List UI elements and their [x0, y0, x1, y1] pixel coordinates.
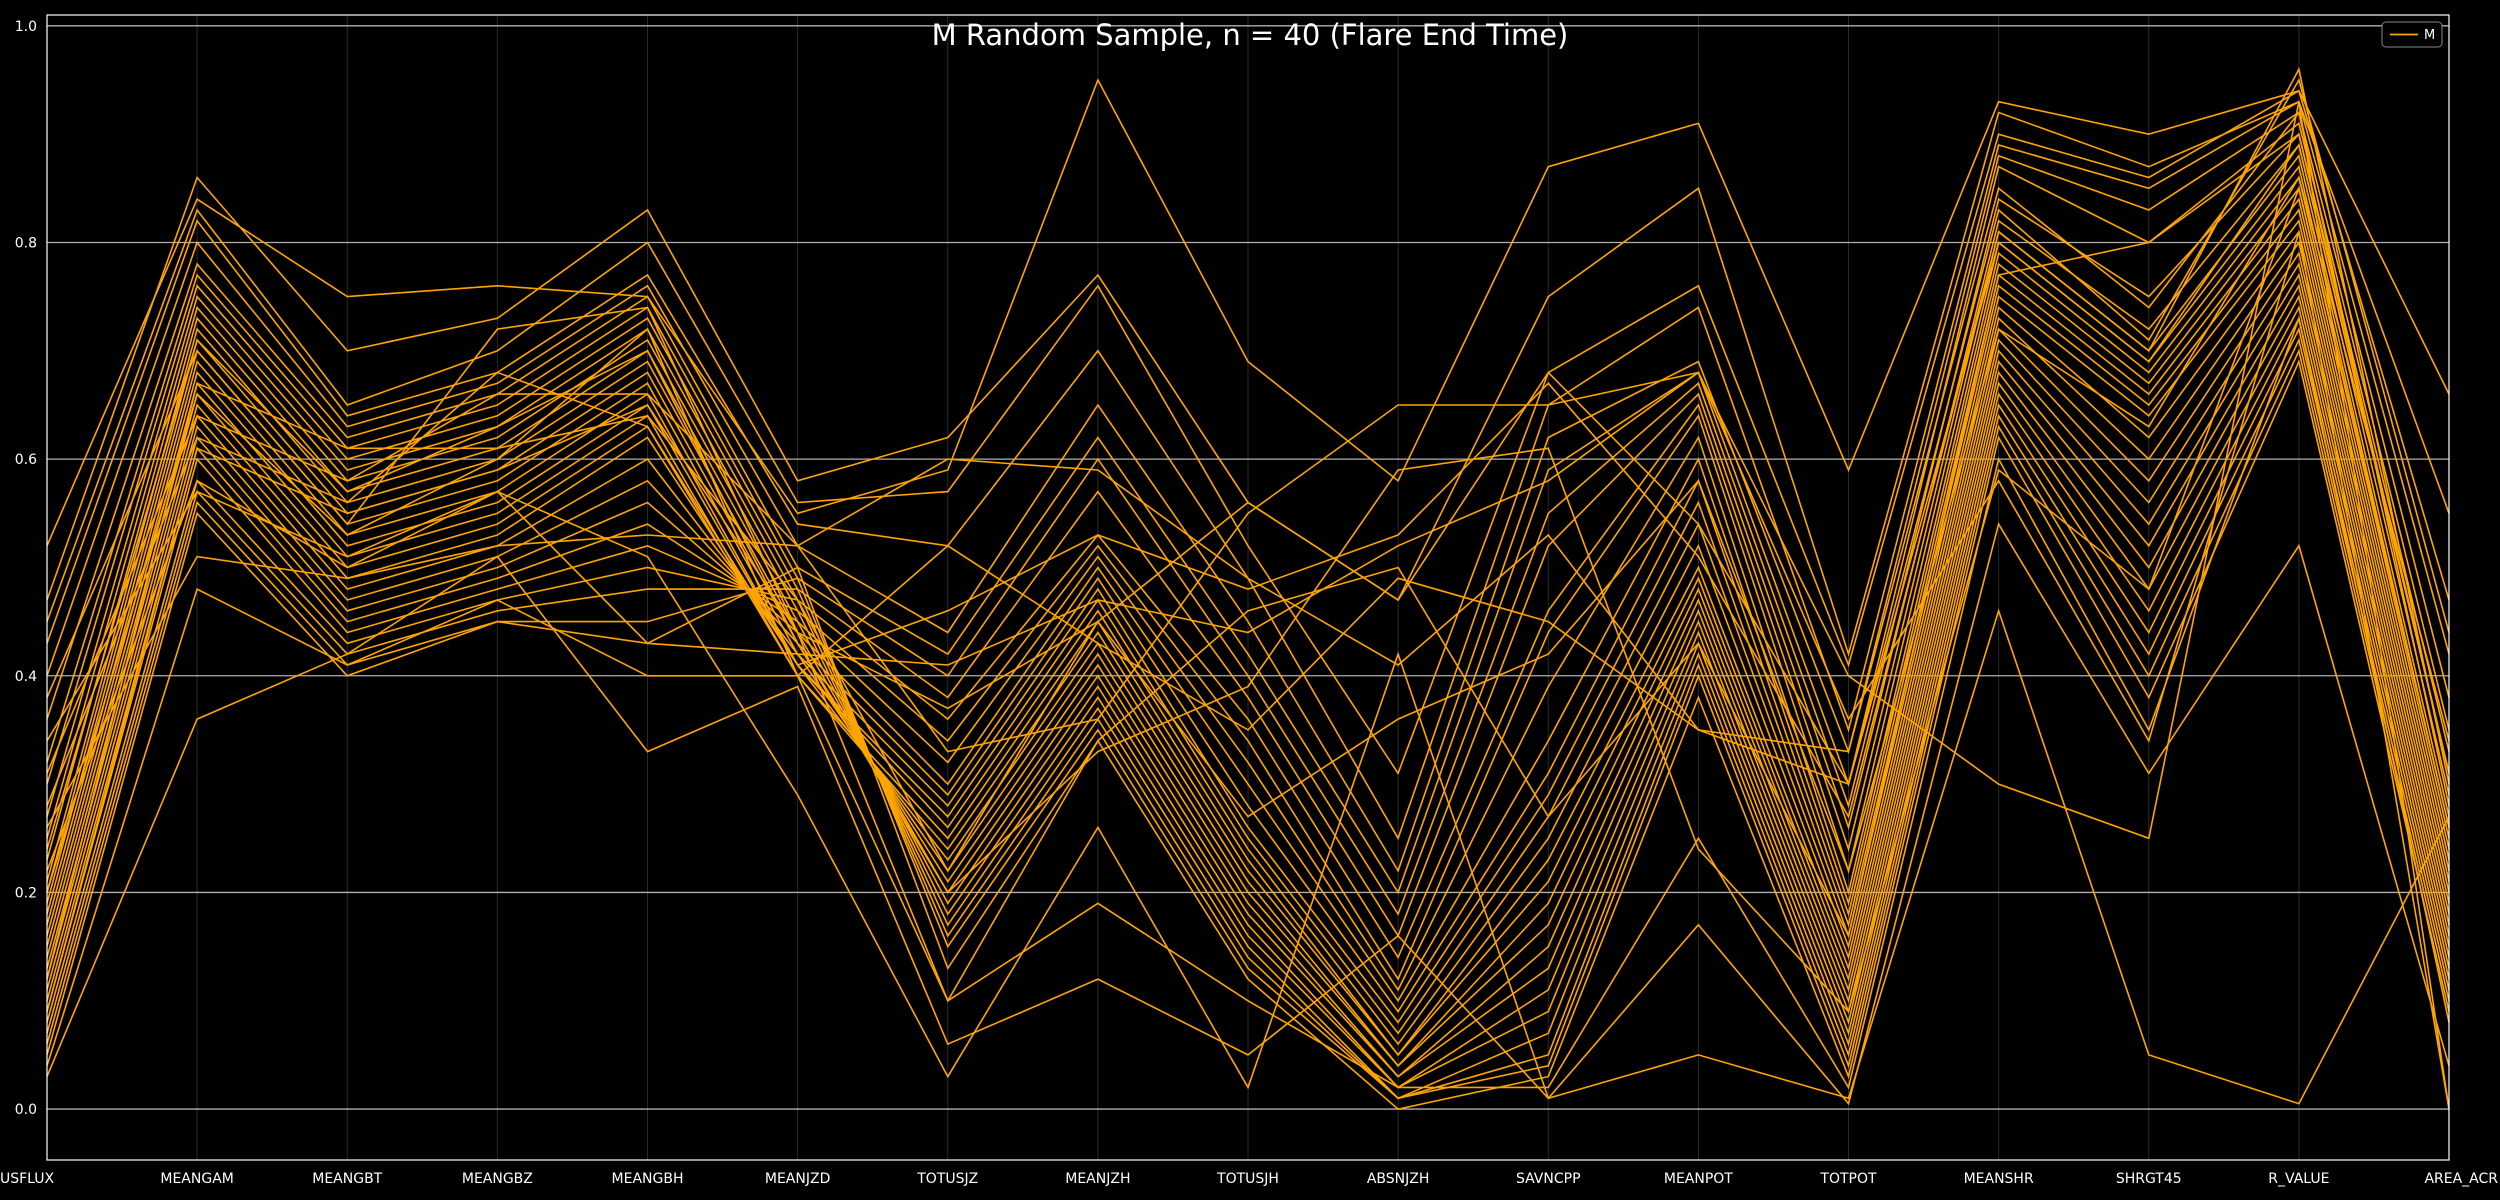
x-axis-label: SHRGT45 [2116, 1171, 2182, 1187]
x-axis-label: SAVNCPP [1516, 1171, 1581, 1187]
series-line [46, 315, 2450, 1089]
series-line [46, 251, 2450, 1057]
series-line [46, 522, 2450, 1106]
series-line [46, 240, 2450, 1057]
x-axis-labels: USFLUX MEANGAM MEANGBT MEANGBZ MEANGBH MEANJZ… [0, 1171, 2498, 1187]
y-tick-label: 1.0 [15, 19, 37, 35]
x-axis-label: MEANGBZ [462, 1171, 533, 1187]
legend-label: M [2424, 28, 2435, 43]
grid-layer [46, 15, 2450, 1160]
series-line [46, 479, 2450, 1105]
series-line [46, 111, 2450, 873]
x-axis-label: AREA_ACR [2424, 1171, 2498, 1187]
x-axis-label: MEANPOT [1664, 1171, 1733, 1187]
y-tick-label: 0.0 [15, 1102, 37, 1118]
series-line [46, 305, 2450, 1089]
series-line [46, 143, 2450, 938]
series-line [46, 186, 2450, 1003]
y-tick-labels: 0.0 0.2 0.4 0.6 0.8 1.0 [15, 19, 37, 1118]
y-tick-label: 0.2 [15, 885, 37, 901]
series-line [46, 359, 2450, 1110]
x-axis-label: TOTPOT [1819, 1171, 1877, 1187]
series-line [46, 218, 2450, 1035]
series-line [46, 66, 2450, 819]
series-line [46, 132, 2450, 1012]
plot-frame [46, 14, 2450, 1161]
series-line [46, 337, 2450, 1100]
x-axis-label: TOTUSJH [1216, 1171, 1279, 1187]
series-line [46, 315, 2450, 1090]
x-axis-label: TOTUSJZ [916, 1171, 978, 1187]
y-tick-label: 0.4 [15, 669, 37, 685]
series-line [46, 121, 2450, 895]
series-line [46, 231, 2450, 1110]
x-axis-label: MEANSHR [1964, 1171, 2034, 1187]
series-line [46, 110, 2450, 806]
series-line [46, 175, 2450, 980]
x-axis-label: MEANJZH [1065, 1171, 1130, 1187]
legend: M [2381, 21, 2443, 48]
series-line [46, 294, 2450, 1078]
series-lines [46, 66, 2450, 1110]
chart-title: M Random Sample, n = 40 (Flare End Time) [932, 18, 1569, 52]
series-line [46, 101, 2450, 1110]
series-line [46, 175, 2450, 992]
x-axis-label: MEANGBT [312, 1171, 382, 1187]
series-line [46, 262, 2450, 1068]
series-line [46, 272, 2450, 1067]
y-tick-label: 0.6 [15, 452, 37, 468]
x-axis-label: MEANJZD [765, 1171, 830, 1187]
x-axis-label: USFLUX [0, 1171, 55, 1187]
series-line [46, 283, 2450, 1078]
series-line [46, 77, 2450, 787]
x-axis-label: R_VALUE [2268, 1171, 2329, 1187]
x-axis-label: ABSNJZH [1367, 1171, 1430, 1187]
x-axis-label: MEANGBH [612, 1171, 684, 1187]
series-line [46, 78, 2450, 547]
series-line [46, 132, 2450, 916]
y-tick-label: 0.8 [15, 235, 37, 251]
series-line [46, 208, 2450, 1024]
x-axis-label: MEANGAM [160, 1171, 233, 1187]
series-line [46, 326, 2450, 1100]
series-line [46, 89, 2450, 776]
